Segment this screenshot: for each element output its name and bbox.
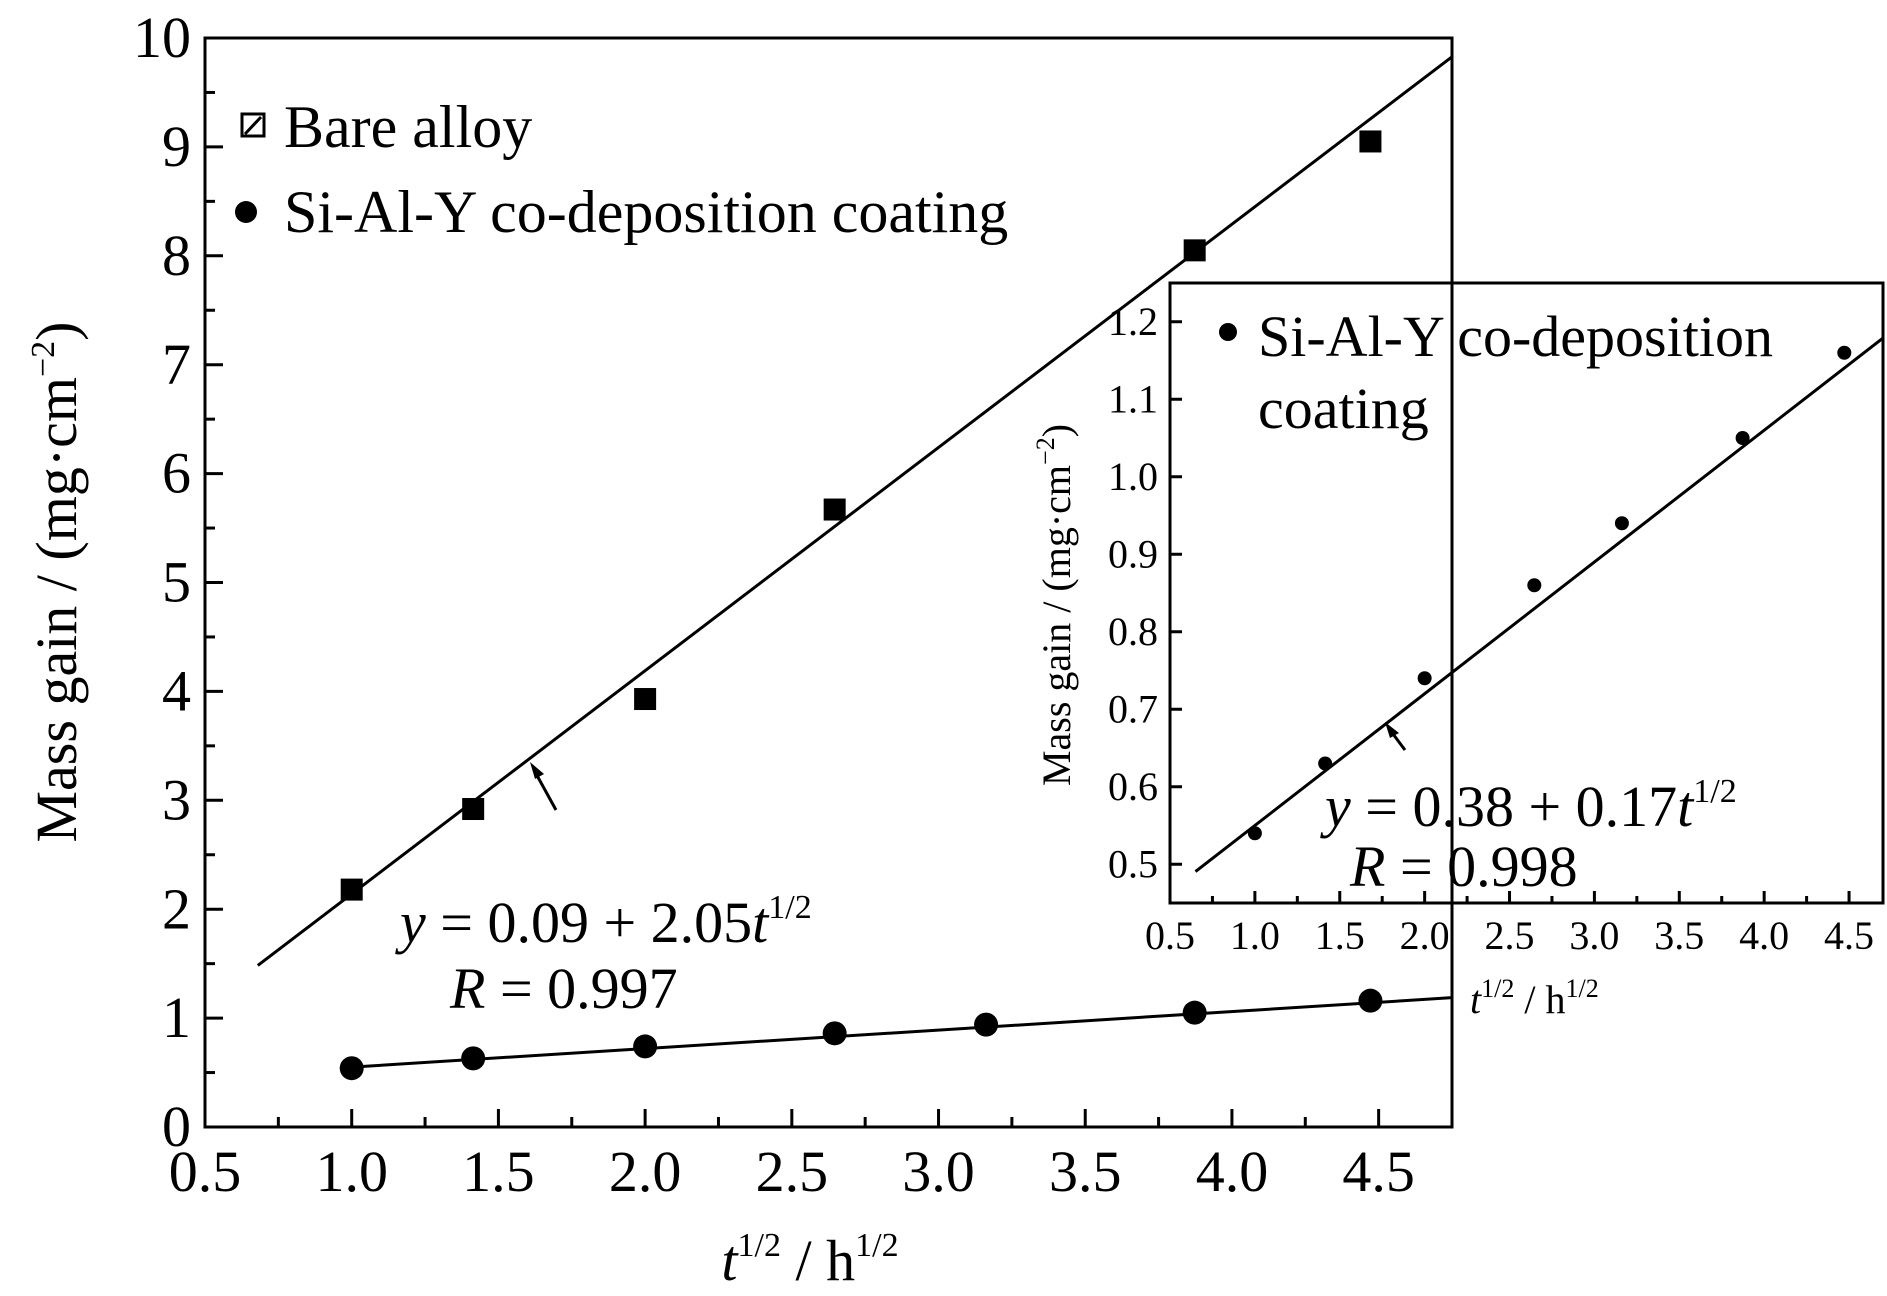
main-y-tick-label: 0 bbox=[162, 1094, 191, 1159]
inset-x-tick-label: 1.0 bbox=[1230, 913, 1280, 958]
legend-coating-label: Si-Al-Y co-deposition coating bbox=[284, 179, 1008, 245]
inset-point-coating bbox=[1735, 431, 1750, 445]
inset-x-tick-label: 4.5 bbox=[1824, 913, 1874, 958]
main-x-tick-label: 4.0 bbox=[1196, 1139, 1269, 1204]
inset-y-axis: 0.5 0.6 0.7 0.8 0.9 1.0 1.1 1.2 bbox=[1108, 299, 1182, 886]
inset-y-tick-label: 1.0 bbox=[1108, 454, 1158, 499]
main-x-tick-label: 0.5 bbox=[169, 1139, 242, 1204]
inset-y-tick-label: 0.9 bbox=[1108, 531, 1158, 576]
main-x-tick-label: 3.5 bbox=[1049, 1139, 1122, 1204]
inset-legend-coating-label-line1: Si-Al-Y co-deposition bbox=[1258, 304, 1773, 369]
inset-y-tick-label: 0.6 bbox=[1108, 764, 1158, 809]
main-point-bare-alloy bbox=[823, 498, 846, 521]
main-fit-line-bare-alloy bbox=[256, 55, 1453, 967]
inset-y-tick-label: 0.5 bbox=[1108, 841, 1158, 886]
inset-x-tick-label: 3.0 bbox=[1569, 913, 1619, 958]
legend-bare-alloy-label: Bare alloy bbox=[284, 94, 532, 160]
inset-y-axis-title: Mass gain / (mg·cm−2) bbox=[1031, 424, 1079, 786]
main-y-axis: 0 1 2 3 4 5 6 7 8 9 10 bbox=[133, 5, 223, 1159]
main-y-tick-label: 4 bbox=[162, 659, 191, 724]
main-point-coating bbox=[461, 1046, 486, 1071]
inset-fit-equation: y = 0.38 + 0.17t1/2 bbox=[1320, 773, 1737, 839]
inset-point-coating bbox=[1247, 826, 1262, 841]
inset-legend-coating-marker bbox=[1219, 323, 1237, 341]
legend-coating-marker bbox=[235, 201, 257, 223]
inset-x-tick-label: 2.5 bbox=[1485, 913, 1535, 958]
main-point-bare-alloy bbox=[634, 688, 657, 711]
main-point-bare-alloy bbox=[340, 878, 363, 901]
inset-y-tick-label: 1.2 bbox=[1108, 299, 1158, 344]
main-x-tick-label: 1.5 bbox=[462, 1139, 535, 1204]
legend-bare-alloy-hatch bbox=[243, 115, 263, 136]
main-x-tick-label: 1.0 bbox=[315, 1139, 388, 1204]
main-y-tick-label: 3 bbox=[162, 767, 191, 832]
main-point-coating bbox=[974, 1012, 999, 1037]
inset-x-tick-label: 1.5 bbox=[1315, 913, 1365, 958]
inset-legend-coating-label-line2: coating bbox=[1258, 376, 1429, 441]
main-arrow-icon bbox=[530, 762, 558, 811]
inset-x-axis: 0.5 1.0 1.5 2.0 2.5 3.0 3.5 4.0 4.5 bbox=[1145, 891, 1874, 958]
main-x-axis: 0.5 1.0 1.5 2.0 2.5 3.0 3.5 4.0 4.5 bbox=[169, 1109, 1415, 1204]
main-y-tick-label: 9 bbox=[162, 114, 191, 179]
main-chart: 0 1 2 3 4 5 6 7 8 9 10 0.5 1.0 1.5 2.0 2.5 3.0 3.5 4.0 4.5… bbox=[24, 5, 1454, 1293]
inset-x-tick-label: 3.5 bbox=[1654, 913, 1704, 958]
inset-x-tick-label: 2.0 bbox=[1400, 913, 1450, 958]
main-y-tick-label: 2 bbox=[162, 876, 191, 941]
inset-x-tick-label: 0.5 bbox=[1145, 913, 1195, 958]
main-point-coating bbox=[633, 1034, 658, 1059]
inset-arrow-icon bbox=[1385, 722, 1407, 751]
main-point-coating bbox=[339, 1056, 364, 1081]
main-y-axis-title: Mass gain / (mg·cm−2) bbox=[24, 321, 89, 842]
main-point-coating bbox=[822, 1021, 847, 1046]
inset-y-tick-label: 1.1 bbox=[1108, 376, 1158, 421]
inset-x-axis-title: t1/2 / h1/2 bbox=[1470, 974, 1599, 1022]
inset-fit-line bbox=[1194, 336, 1884, 873]
main-data-points bbox=[339, 130, 1383, 1081]
main-x-axis-title: t1/2 / h1/2 bbox=[721, 1227, 898, 1293]
main-y-tick-label: 7 bbox=[162, 332, 191, 397]
main-y-tick-label: 5 bbox=[162, 550, 191, 615]
main-fit-r-value: R = 0.997 bbox=[449, 956, 678, 1021]
main-x-tick-label: 3.0 bbox=[902, 1139, 975, 1204]
inset-x-tick-label: 4.0 bbox=[1739, 913, 1789, 958]
inset-data-points bbox=[1247, 345, 1852, 841]
inset-chart: 0.5 0.6 0.7 0.8 0.9 1.0 1.1 1.2 0.5 1.0 1.5 2.0 2.5… bbox=[1031, 281, 1885, 1022]
inset-point-coating bbox=[1318, 756, 1333, 771]
main-point-bare-alloy bbox=[1359, 130, 1382, 153]
main-fit-line-coating bbox=[351, 996, 1453, 1069]
main-x-tick-label: 2.5 bbox=[756, 1139, 829, 1204]
main-fit-lines bbox=[256, 55, 1453, 1069]
inset-y-tick-label: 0.7 bbox=[1108, 686, 1158, 731]
main-point-coating bbox=[1182, 1000, 1207, 1025]
inset-point-coating bbox=[1527, 578, 1542, 593]
inset-point-coating bbox=[1417, 671, 1432, 686]
inset-plot-frame bbox=[1168, 281, 1885, 905]
main-point-bare-alloy bbox=[462, 798, 485, 821]
inset-fit-line-coating bbox=[1194, 336, 1884, 873]
inset-point-coating bbox=[1614, 516, 1629, 531]
main-x-tick-label: 4.5 bbox=[1342, 1139, 1415, 1204]
main-y-tick-label: 6 bbox=[162, 441, 191, 506]
main-y-tick-label: 1 bbox=[162, 985, 191, 1050]
main-point-coating bbox=[1358, 988, 1383, 1013]
inset-y-tick-label: 0.8 bbox=[1108, 609, 1158, 654]
main-fit-equation: y = 0.09 + 2.05t1/2 bbox=[395, 889, 812, 955]
main-legend: Bare alloy Si-Al-Y co-deposition coating bbox=[235, 94, 1008, 245]
main-x-tick-label: 2.0 bbox=[609, 1139, 682, 1204]
inset-point-coating bbox=[1837, 345, 1852, 360]
main-point-bare-alloy bbox=[1183, 239, 1206, 262]
main-y-tick-label: 8 bbox=[162, 223, 191, 288]
main-y-tick-label: 10 bbox=[133, 5, 191, 70]
inset-fit-r-value: R = 0.998 bbox=[1349, 834, 1578, 899]
inset-legend: Si-Al-Y co-deposition coating bbox=[1219, 304, 1773, 441]
